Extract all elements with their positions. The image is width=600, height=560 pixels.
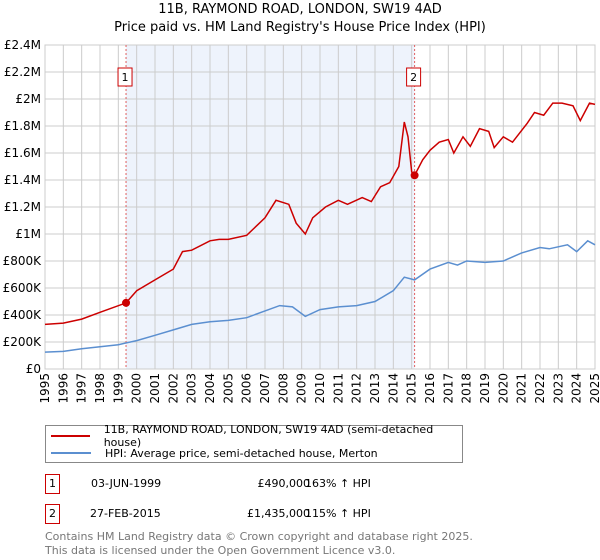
x-tick-label: 2005 bbox=[221, 373, 235, 404]
transaction-row: 1 03-JUN-1999 £490,000 163% ↑ HPI bbox=[45, 474, 465, 494]
x-tick-label: 2020 bbox=[496, 373, 510, 404]
x-tick-label: 2002 bbox=[166, 373, 180, 404]
x-tick-label: 2001 bbox=[148, 373, 162, 404]
x-tick-label: 1998 bbox=[93, 373, 107, 404]
sale-label: 1 bbox=[122, 71, 129, 84]
transaction-hpi: 115% ↑ HPI bbox=[305, 507, 371, 520]
transaction-hpi: 163% ↑ HPI bbox=[305, 477, 371, 490]
x-tick-label: 2009 bbox=[295, 373, 309, 404]
x-tick-label: 2011 bbox=[331, 373, 345, 404]
y-tick-label: £1M bbox=[15, 227, 41, 241]
legend-swatch-red bbox=[51, 435, 90, 437]
footer-copyright: Contains HM Land Registry data © Crown c… bbox=[45, 530, 473, 543]
x-tick-label: 2012 bbox=[350, 373, 364, 404]
price-chart: 1995 1996 1997 1998 1999 2000 2001 2002 2003 2004… bbox=[3, 38, 600, 404]
transaction-price: £490,000 bbox=[257, 477, 311, 490]
x-tick-label: 1997 bbox=[75, 373, 89, 404]
legend-swatch-blue bbox=[51, 452, 91, 454]
chart-title-line2: Price paid vs. HM Land Registry's House … bbox=[114, 20, 486, 35]
legend-item-hpi: HPI: Average price, semi-detached house,… bbox=[46, 445, 378, 461]
y-tick-label: £1.2M bbox=[4, 200, 41, 214]
x-tick-label: 1995 bbox=[38, 373, 52, 404]
y-tick-label: £2.2M bbox=[4, 65, 41, 79]
x-tick-label: 2025 bbox=[588, 373, 600, 404]
y-tick-label: £600K bbox=[3, 281, 43, 295]
x-tick-label: 2018 bbox=[460, 373, 474, 404]
y-tick-label: £800K bbox=[3, 254, 43, 268]
transaction-badge: 1 bbox=[45, 474, 60, 494]
x-tick-label: 2021 bbox=[515, 373, 529, 404]
legend: 11B, RAYMOND ROAD, LONDON, SW19 4AD (sem… bbox=[45, 423, 463, 463]
x-tick-label: 2015 bbox=[405, 373, 419, 404]
y-tick-label: £1.6M bbox=[4, 146, 41, 160]
x-tick-label: 2006 bbox=[240, 373, 254, 404]
legend-item-property: 11B, RAYMOND ROAD, LONDON, SW19 4AD (sem… bbox=[46, 423, 462, 449]
sale-label-box bbox=[406, 67, 422, 87]
x-tick-label: 2024 bbox=[570, 373, 584, 404]
y-tick-label: £1.4M bbox=[4, 173, 41, 187]
transaction-badge: 2 bbox=[45, 504, 60, 524]
x-tick-label: 2014 bbox=[386, 373, 400, 404]
y-tick-label: £2.4M bbox=[4, 38, 41, 52]
y-tick-label: £2M bbox=[15, 92, 41, 106]
y-tick-label: £200K bbox=[3, 335, 43, 349]
footer-licence: This data is licensed under the Open Gov… bbox=[45, 544, 396, 557]
legend-label: HPI: Average price, semi-detached house,… bbox=[105, 446, 378, 460]
chart-title-line1: 11B, RAYMOND ROAD, LONDON, SW19 4AD bbox=[158, 2, 442, 17]
y-tick-label: £400K bbox=[3, 308, 43, 322]
hpi-line bbox=[44, 239, 596, 353]
x-tick-label: 2004 bbox=[203, 373, 217, 404]
x-tick-label: 2017 bbox=[441, 373, 455, 404]
y-tick-label: £0 bbox=[26, 362, 41, 376]
transaction-date: 27-FEB-2015 bbox=[90, 507, 161, 520]
plot-border bbox=[44, 44, 596, 370]
x-tick-label: 2010 bbox=[313, 373, 327, 404]
x-tick-label: 2008 bbox=[276, 373, 290, 404]
sale-label-box bbox=[117, 67, 133, 87]
x-tick-label: 2023 bbox=[551, 373, 565, 404]
property-price-line bbox=[44, 102, 596, 326]
x-tick-label: 2022 bbox=[533, 373, 547, 404]
sale-point bbox=[410, 171, 419, 180]
sale-point bbox=[122, 298, 131, 307]
transaction-date: 03-JUN-1999 bbox=[91, 477, 162, 490]
x-tick-label: 2003 bbox=[185, 373, 199, 404]
legend-label: 11B, RAYMOND ROAD, LONDON, SW19 4AD (sem… bbox=[103, 423, 434, 449]
sale-label: 2 bbox=[410, 71, 417, 84]
x-tick-label: 1996 bbox=[56, 373, 70, 404]
x-tick-label: 2019 bbox=[478, 373, 492, 404]
x-tick-label: 1999 bbox=[111, 373, 125, 404]
x-tick-label: 2007 bbox=[258, 373, 272, 404]
x-tick-label: 2016 bbox=[423, 373, 437, 404]
x-tick-label: 2000 bbox=[130, 373, 144, 404]
transaction-row: 2 27-FEB-2015 £1,435,000 115% ↑ HPI bbox=[45, 504, 465, 524]
x-tick-label: 2013 bbox=[368, 373, 382, 404]
y-tick-label: £1.8M bbox=[4, 119, 41, 133]
transaction-price: £1,435,000 bbox=[247, 507, 310, 520]
